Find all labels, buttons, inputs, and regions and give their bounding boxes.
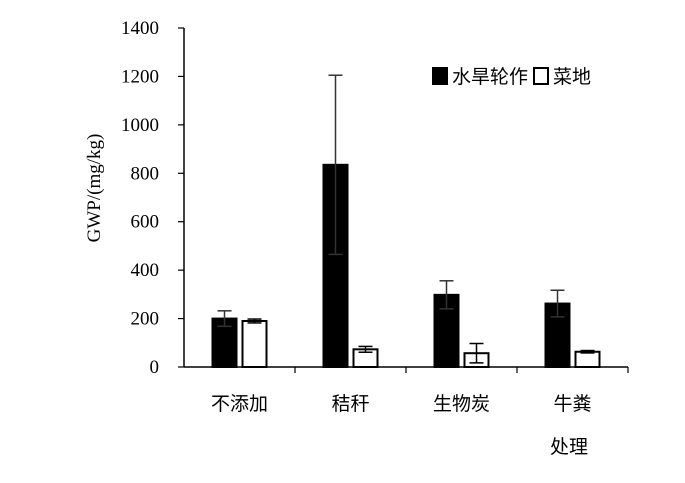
legend-swatch	[533, 67, 549, 85]
y-axis: 0 200 400 600 800 1000 1200 1400	[121, 18, 185, 378]
y-tick-label: 800	[131, 163, 160, 184]
y-tick-label: 1200	[121, 66, 159, 87]
bar	[574, 350, 601, 368]
x-tick-label: 秸秆	[331, 393, 369, 415]
legend-swatch	[432, 67, 448, 85]
y-axis-label: GWP/(mg/kg)	[84, 134, 105, 243]
x-tick-label: 不添加	[211, 393, 268, 415]
x-axis: 不添加 秸秆 生物炭 牛粪	[184, 366, 629, 415]
y-tick-label: 0	[150, 357, 160, 378]
bar	[241, 319, 268, 368]
legend-label: 菜地	[553, 66, 591, 88]
y-tick-label: 1000	[121, 115, 159, 136]
y-tick-label: 600	[131, 212, 160, 233]
y-tick-label: 400	[131, 260, 160, 281]
bar	[322, 163, 349, 368]
x-tick-label: 生物炭	[433, 393, 490, 415]
x-axis-label: 处理	[550, 436, 588, 458]
legend-label: 水旱轮作	[452, 66, 528, 88]
bars-group	[211, 74, 601, 369]
y-tick-label: 1400	[121, 18, 159, 39]
legend: 水旱轮作 菜地	[432, 66, 591, 88]
y-tick-label: 200	[131, 309, 160, 330]
x-tick-label: 牛粪	[553, 393, 591, 415]
bar	[211, 317, 238, 369]
